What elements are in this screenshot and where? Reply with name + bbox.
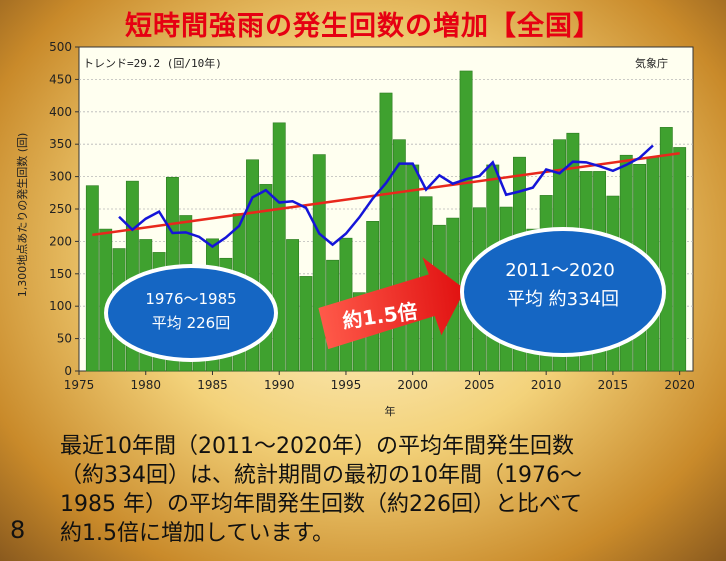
bar-1976 <box>85 185 99 372</box>
bar-2020 <box>673 147 687 372</box>
callout-early-period: 1976～1985 <box>145 290 236 308</box>
caption-line-3: 1985 年）の平均年間発生回数（約226回）と比べて <box>60 492 583 517</box>
source-label: 気象庁 <box>635 56 668 70</box>
bar-1999 <box>392 139 406 372</box>
y-tick-label: 50 <box>57 332 72 346</box>
caption-line-2: （約334回）は、統計期間の最初の10年間（1976～ <box>60 463 582 488</box>
callout-early-average: 平均 226回 <box>152 314 230 332</box>
x-tick-label: 1975 <box>64 378 95 392</box>
y-tick-label: 100 <box>49 299 72 313</box>
bar-1992 <box>299 276 313 372</box>
y-tick-label: 450 <box>49 72 72 86</box>
page-number: 8 <box>10 516 26 544</box>
x-axis: 1975 1980 1985 1990 1995 2000 2005 2010 2015 2020 <box>64 371 695 392</box>
x-tick-label: 2020 <box>664 378 695 392</box>
x-tick-label: 2005 <box>464 378 495 392</box>
bar-1993 <box>312 154 326 372</box>
y-tick-label: 400 <box>49 105 72 119</box>
bar-1990 <box>272 122 286 372</box>
bar-1991 <box>286 239 300 372</box>
y-tick-label: 150 <box>49 267 72 281</box>
x-tick-label: 2000 <box>397 378 428 392</box>
slide-title: 短時間強雨の発生回数の増加【全国】 <box>125 11 601 42</box>
bar-2004 <box>459 70 473 372</box>
caption: 最近10年間（2011～2020年）の平均年間発生回数 （約334回）は、統計期… <box>60 432 710 548</box>
y-tick-label: 200 <box>49 234 72 248</box>
lines <box>92 144 680 249</box>
bar-2000 <box>406 164 420 372</box>
y-axis: 0 50 100 150 200 250 300 350 400 450 500 <box>49 40 79 378</box>
y-tick-label: 300 <box>49 170 72 184</box>
caption-line-4: 約1.5倍に増加しています。 <box>60 521 335 546</box>
y-tick-label: 500 <box>49 40 72 54</box>
x-tick-label: 1980 <box>130 378 161 392</box>
x-axis-label: 年 <box>385 404 396 418</box>
bar-2019 <box>659 127 673 372</box>
callout-early: 1976～1985 平均 226回 <box>104 264 278 362</box>
moving-average-line <box>118 144 654 249</box>
callout-recent: 2011～2020 平均 約334回 <box>460 227 666 357</box>
y-axis-label: 1,300地点あたりの発生回数 (回) <box>15 133 29 298</box>
y-tick-label: 250 <box>49 202 72 216</box>
y-tick-label: 350 <box>49 137 72 151</box>
x-tick-label: 1990 <box>264 378 295 392</box>
caption-line-1: 最近10年間（2011～2020年）の平均年間発生回数 <box>60 434 574 459</box>
x-tick-label: 1995 <box>331 378 362 392</box>
x-tick-label: 2015 <box>598 378 629 392</box>
x-tick-label: 1985 <box>197 378 228 392</box>
trend-line <box>92 152 680 237</box>
callout-recent-period: 2011～2020 <box>505 260 615 281</box>
trend-label: トレンド=29.2 (回/10年) <box>83 56 222 70</box>
x-tick-label: 2010 <box>531 378 562 392</box>
callout-recent-average: 平均 約334回 <box>507 289 619 310</box>
y-tick-label: 0 <box>64 364 72 378</box>
